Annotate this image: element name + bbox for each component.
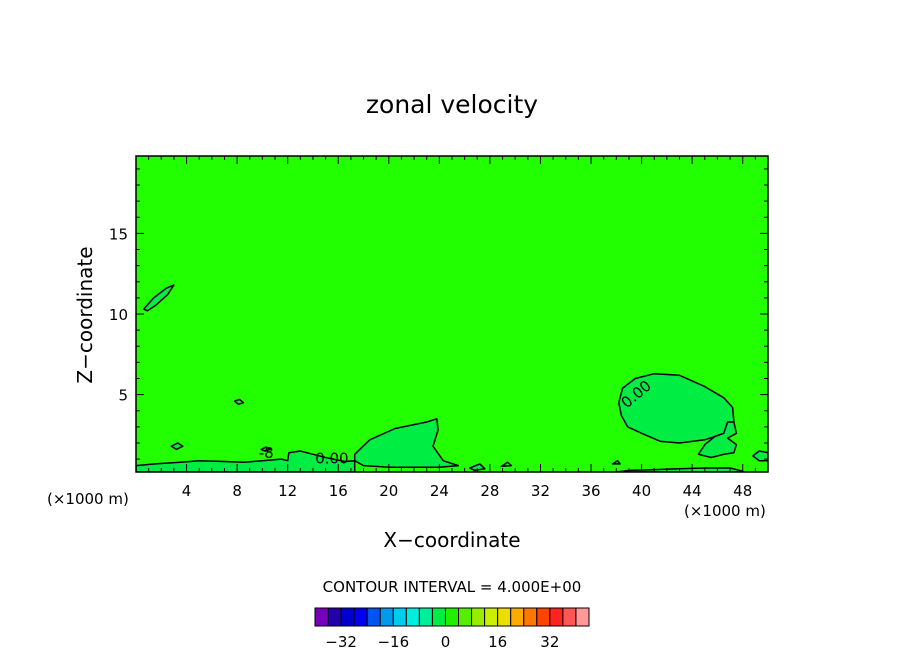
colorbar-swatch xyxy=(327,607,342,627)
colorbar-label: 32 xyxy=(540,633,559,651)
x-tick-label: 24 xyxy=(430,482,449,500)
colorbar-label: 16 xyxy=(488,633,507,651)
contour-label-0: 0.00 xyxy=(315,450,348,468)
contour-interval-text: CONTOUR INTERVAL = 4.000E+00 xyxy=(323,578,582,596)
x-tick-label: 12 xyxy=(278,482,297,500)
x-axis-label: X−coordinate xyxy=(383,528,520,552)
colorbar-label: 0 xyxy=(441,633,451,651)
colorbar-swatch xyxy=(536,607,551,627)
y-axis-label: Z−coordinate xyxy=(73,246,97,383)
colorbar-label: −32 xyxy=(325,633,357,651)
x-tick-label: 48 xyxy=(733,482,752,500)
contour-line-7 xyxy=(752,450,768,462)
x-tick-label: 16 xyxy=(329,482,348,500)
x-tick-label: 40 xyxy=(632,482,651,500)
colorbar-swatch xyxy=(575,607,590,627)
colorbar: −32 −16 0 16 32 xyxy=(314,607,590,651)
contour-line-10 xyxy=(611,459,621,465)
contour-line-12 xyxy=(260,446,271,452)
colorbar-swatch xyxy=(458,607,473,627)
x-tick-label: 36 xyxy=(581,482,600,500)
contour-line-0 xyxy=(353,418,460,468)
colorbar-swatch xyxy=(444,607,460,627)
contour-line-6 xyxy=(233,398,245,406)
contour-label-2: -8 xyxy=(259,444,274,462)
colorbar-swatch xyxy=(340,607,355,627)
colorbar-swatch xyxy=(379,607,394,627)
colorbar-swatch xyxy=(510,607,525,627)
y-tick-label: 15 xyxy=(109,225,128,243)
colorbar-swatch xyxy=(497,607,512,627)
colorbar-swatch xyxy=(392,607,407,627)
x-tick-label: 44 xyxy=(683,482,702,500)
x-units-right: (×1000 m) xyxy=(684,502,766,520)
colorbar-label: −16 xyxy=(377,633,409,651)
colorbar-swatch xyxy=(314,607,329,627)
x-units-left: (×1000 m) xyxy=(47,490,129,508)
colorbar-swatch xyxy=(471,607,486,627)
x-tick-label: 20 xyxy=(379,482,398,500)
y-tick-label: 5 xyxy=(118,387,128,405)
colorbar-swatch xyxy=(405,607,420,627)
colorbar-swatch xyxy=(484,607,499,627)
x-tick-label: 8 xyxy=(232,482,242,500)
colorbar-swatch xyxy=(366,607,381,627)
colorbar-swatch xyxy=(353,607,368,627)
colorbar-swatch xyxy=(562,607,577,627)
x-tick-label: 28 xyxy=(480,482,499,500)
x-tick-label: 4 xyxy=(182,482,192,500)
contour-line-2 xyxy=(136,450,356,472)
contour-line-8 xyxy=(500,461,513,468)
contour-line-4 xyxy=(142,284,175,312)
colorbar-swatch xyxy=(431,607,446,627)
contour-line-5 xyxy=(170,442,184,451)
colorbar-swatch xyxy=(549,607,564,627)
contour-line-9 xyxy=(468,463,486,472)
chart-title: zonal velocity xyxy=(366,90,538,119)
contour-line-3 xyxy=(697,421,738,459)
colorbar-swatch xyxy=(418,607,433,627)
x-tick-label: 32 xyxy=(531,482,550,500)
colorbar-swatch xyxy=(523,607,538,627)
y-tick-label: 10 xyxy=(109,306,128,324)
